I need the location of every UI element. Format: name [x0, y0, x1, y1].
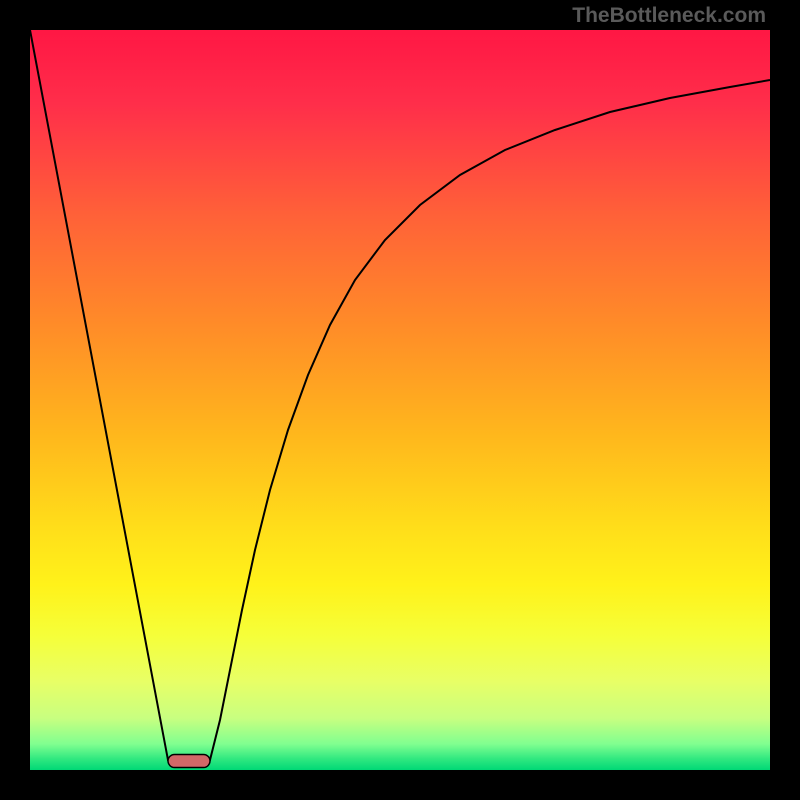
gradient-background: [30, 30, 770, 770]
chart-container: TheBottleneck.com: [0, 0, 800, 800]
plot-area: [30, 30, 770, 770]
watermark-text: TheBottleneck.com: [572, 4, 766, 28]
chart-svg: [30, 30, 770, 770]
optimal-marker: [168, 755, 210, 768]
